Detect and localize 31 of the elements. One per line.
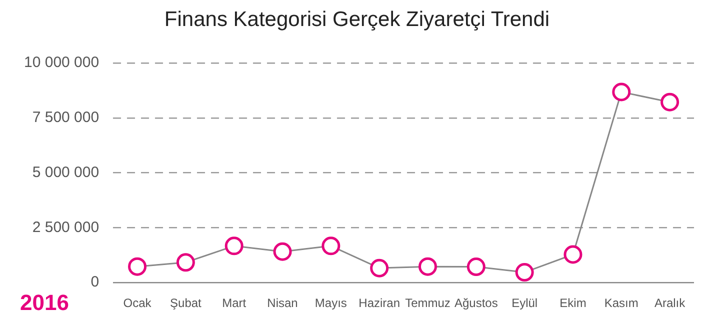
point bbox=[176, 253, 195, 272]
x-tick-label: Ağustos bbox=[454, 296, 498, 310]
x-tick-label: Mayıs bbox=[314, 296, 347, 310]
point bbox=[128, 257, 147, 276]
x-tick-label: Haziran bbox=[358, 296, 400, 310]
point bbox=[370, 258, 389, 278]
x-tick-label: Nisan bbox=[267, 296, 298, 310]
point bbox=[322, 236, 340, 256]
chart-title: Finans Kategorisi Gerçek Ziyaretçi Trendi bbox=[163, 8, 551, 32]
point bbox=[515, 263, 534, 282]
point bbox=[660, 92, 680, 112]
x-tick-label: Aralık bbox=[654, 296, 686, 310]
x-tick-label: Mart bbox=[222, 296, 247, 310]
y-tick-label: 2 500 000 bbox=[32, 218, 100, 236]
point bbox=[224, 236, 244, 256]
y-tick-label: 10 000 000 bbox=[24, 54, 100, 72]
point bbox=[612, 82, 631, 102]
point bbox=[273, 242, 292, 261]
x-tick-label: Ekim bbox=[560, 296, 586, 310]
y-tick-label: 7 500 000 bbox=[32, 109, 100, 126]
x-tick-label: Kasım bbox=[604, 296, 638, 310]
point bbox=[418, 257, 437, 276]
point bbox=[564, 245, 582, 264]
y-tick-label: 5 000 000 bbox=[32, 164, 100, 181]
y-tick-label: 0 bbox=[90, 274, 100, 291]
point bbox=[466, 258, 486, 276]
x-tick-label: Şubat bbox=[170, 296, 202, 310]
text: 2016 bbox=[20, 290, 69, 316]
x-tick-label: Ocak bbox=[123, 296, 152, 310]
x-tick-label: Eylül bbox=[512, 296, 538, 310]
x-tick-label: Temmuz bbox=[405, 296, 450, 310]
